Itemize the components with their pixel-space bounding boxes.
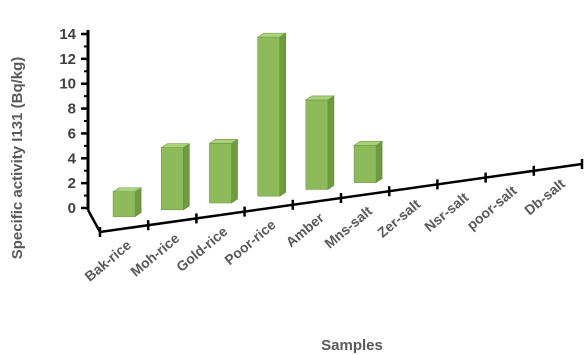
bar-front: [257, 36, 281, 197]
axes: [86, 30, 584, 237]
bar: [112, 187, 143, 218]
bar-top: [256, 32, 287, 38]
y-tick-label: 4: [68, 150, 77, 167]
bar-side: [231, 138, 238, 204]
bar: [304, 95, 335, 190]
y-tick-label: 14: [59, 26, 76, 43]
x-tick-label: Bak-rice: [81, 237, 134, 285]
bar-side: [183, 143, 190, 211]
x-tick-label: Mns-salt: [321, 202, 375, 251]
bar: [353, 140, 384, 184]
bar-top: [112, 187, 143, 193]
axis-corner: [86, 209, 102, 233]
bars: [112, 32, 384, 218]
bar-top: [353, 141, 384, 146]
x-tick-label: Db-salt: [521, 175, 568, 218]
bar-front: [353, 145, 377, 183]
bar-side: [375, 140, 383, 184]
y-axis-ticks: 0 2 4 6 8 10 12 14: [59, 26, 89, 217]
x-tick-label: Amber: [283, 209, 328, 250]
x-tick-label: Zer-salt: [374, 196, 423, 241]
y-tick-label: 10: [59, 76, 76, 93]
y-tick-label: 6: [68, 125, 76, 142]
bar-front: [161, 147, 184, 211]
bar: [256, 32, 287, 197]
bar-top: [304, 95, 335, 101]
bar-front: [305, 99, 329, 190]
bar-top: [160, 143, 191, 148]
x-tick-label: Gold-rice: [173, 223, 231, 275]
x-axis-title: Samples: [321, 337, 383, 354]
x-tick-label: Poor-rice: [221, 216, 279, 268]
y-tick-label: 12: [59, 51, 76, 68]
bar-side: [327, 95, 335, 190]
bar-top: [208, 139, 239, 144]
y-tick-label: 0: [68, 200, 76, 217]
bar-front: [112, 191, 136, 217]
bar-side: [279, 32, 287, 197]
y-tick-label: 2: [68, 175, 76, 192]
y-tick-label: 8: [68, 101, 76, 118]
x-tick-label: Moh-rice: [127, 230, 182, 280]
y-axis-title: Specific activity I131 (Bq/kg): [9, 57, 26, 260]
x-tick-label: Nsr-salt: [421, 189, 471, 235]
bar: [160, 143, 191, 211]
bar-side: [134, 187, 142, 218]
x-tick-label: poor-salt: [463, 182, 519, 233]
bar: [208, 138, 239, 204]
bar-front: [209, 143, 232, 204]
